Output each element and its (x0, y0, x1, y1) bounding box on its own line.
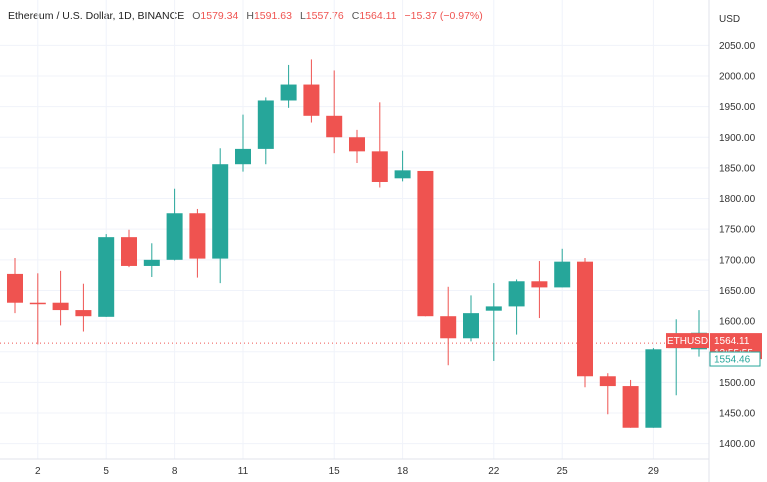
chart-legend: Ethereum / U.S. Dollar, 1D, BINANCE O157… (8, 10, 483, 22)
candle-down (622, 386, 639, 428)
y-tick-label: 1400.00 (719, 439, 756, 450)
x-tick-label: 5 (103, 466, 109, 477)
line-price-badge-text: 1554.46 (714, 355, 751, 366)
ohlc-open: O1579.34 (192, 10, 239, 22)
candle-down (577, 261, 593, 377)
candle-down (303, 84, 320, 116)
x-tick-label: 22 (488, 466, 500, 477)
candle-up (257, 100, 274, 149)
candle-down (599, 376, 616, 387)
candle-down (29, 302, 46, 305)
candles-group (7, 59, 707, 428)
line-price-badge-bg (709, 351, 761, 367)
candle-up (554, 261, 571, 288)
price-change: −15.37 (−0.97%) (404, 10, 483, 22)
ohlc-close: C1564.11 (351, 10, 397, 22)
candle-up (212, 164, 229, 259)
last-price-badge-text: 1564.11 (714, 336, 750, 347)
x-tick-label: 8 (172, 466, 178, 477)
y-tick-label: 1900.00 (719, 133, 756, 144)
y-tick-label: 1500.00 (719, 378, 756, 389)
candle-down (371, 151, 388, 182)
candle-down (349, 137, 365, 152)
currency-label: USD (719, 14, 740, 25)
x-tick-label: 25 (557, 466, 569, 477)
candle-up (645, 349, 662, 428)
candle-down (52, 302, 69, 311)
x-tick-label: 15 (329, 466, 341, 477)
candle-down (531, 281, 548, 288)
symbol-label: Ethereum / U.S. Dollar, 1D, BINANCE (8, 10, 185, 22)
x-tick-label: 18 (397, 466, 409, 477)
x-tick-label: 2 (35, 466, 41, 477)
symbol-badge-text: ETHUSD (667, 336, 708, 347)
candle-down (75, 310, 92, 317)
candle-up (235, 148, 251, 165)
y-tick-label: 2000.00 (719, 71, 756, 82)
candle-down (326, 115, 343, 138)
candle-up (485, 306, 502, 311)
y-tick-label: 1650.00 (719, 286, 756, 297)
candle-up (143, 259, 160, 266)
candle-up (463, 313, 479, 339)
candle-down (7, 273, 23, 303)
y-tick-label: 1850.00 (719, 163, 756, 174)
candle-down (121, 237, 137, 266)
candle-up (166, 213, 183, 260)
y-tick-label: 1600.00 (719, 317, 756, 328)
chart-grid (0, 0, 709, 459)
candle-up (98, 237, 115, 317)
y-tick-label: 1700.00 (719, 255, 756, 266)
y-tick-label: 1950.00 (719, 102, 756, 113)
y-tick-label: 1800.00 (719, 194, 756, 205)
candle-up (394, 170, 411, 179)
candle-up (280, 84, 297, 101)
ohlc-high: H1591.63 (246, 10, 292, 22)
x-tick-label: 29 (648, 466, 660, 477)
x-tick-label: 11 (238, 466, 249, 477)
y-tick-label: 1750.00 (719, 225, 756, 236)
symbol-badge-bg (666, 333, 709, 349)
y-tick-label: 2050.00 (719, 41, 756, 52)
candle-down (417, 170, 434, 317)
y-tick-label: 1450.00 (719, 409, 756, 420)
candle-down (440, 316, 457, 339)
candle-down (189, 213, 206, 259)
candle-up (508, 281, 525, 307)
